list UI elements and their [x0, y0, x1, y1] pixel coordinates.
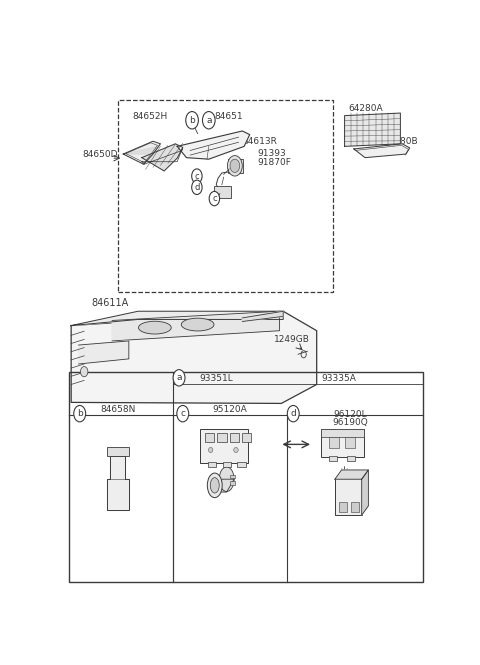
Text: c: c: [194, 172, 199, 181]
Bar: [329, 456, 337, 461]
Text: 84650D: 84650D: [83, 150, 118, 159]
Bar: [339, 501, 347, 512]
Ellipse shape: [81, 366, 88, 377]
Ellipse shape: [208, 448, 213, 453]
Bar: [208, 462, 216, 467]
Text: 96190Q: 96190Q: [332, 418, 368, 427]
Circle shape: [288, 406, 299, 422]
Bar: [223, 462, 231, 467]
Text: 84652H: 84652H: [132, 112, 168, 121]
Text: 1249GB: 1249GB: [274, 334, 310, 344]
Ellipse shape: [207, 473, 222, 497]
Polygon shape: [177, 131, 250, 159]
Text: d: d: [194, 183, 200, 192]
Text: a: a: [176, 373, 182, 382]
Text: 64280B: 64280B: [384, 138, 418, 146]
Text: 64280A: 64280A: [348, 104, 383, 113]
Bar: [214, 186, 231, 198]
Bar: [230, 481, 235, 485]
Text: 96120L: 96120L: [333, 410, 367, 419]
Bar: [321, 430, 364, 458]
Circle shape: [74, 406, 85, 422]
Ellipse shape: [219, 467, 234, 491]
Polygon shape: [71, 311, 317, 404]
Polygon shape: [79, 341, 129, 364]
Polygon shape: [242, 311, 283, 321]
Circle shape: [192, 169, 202, 184]
Bar: [118, 100, 334, 293]
Ellipse shape: [234, 448, 238, 453]
Polygon shape: [123, 141, 160, 164]
Polygon shape: [142, 144, 183, 171]
Text: 84651: 84651: [215, 112, 243, 121]
Polygon shape: [335, 470, 368, 479]
Bar: [69, 372, 423, 582]
Ellipse shape: [139, 321, 171, 334]
Bar: [217, 433, 227, 442]
Bar: [205, 433, 215, 442]
Text: 84613R: 84613R: [242, 138, 277, 146]
Bar: [228, 159, 243, 173]
Bar: [238, 462, 246, 467]
Text: d: d: [290, 409, 296, 418]
Bar: [242, 433, 251, 442]
Polygon shape: [215, 479, 234, 492]
Text: c: c: [212, 194, 216, 203]
Text: 93351L: 93351L: [199, 374, 233, 383]
Polygon shape: [107, 456, 129, 510]
Circle shape: [177, 406, 189, 422]
Text: 91393: 91393: [257, 149, 286, 158]
Bar: [107, 447, 129, 456]
Bar: [321, 430, 364, 437]
Text: c: c: [180, 409, 185, 418]
Polygon shape: [71, 311, 283, 326]
Circle shape: [203, 112, 215, 129]
Text: b: b: [189, 116, 195, 125]
Bar: [200, 430, 248, 463]
Text: 91870F: 91870F: [257, 158, 291, 167]
Circle shape: [209, 192, 219, 205]
Ellipse shape: [210, 477, 219, 493]
Bar: [347, 456, 355, 461]
Ellipse shape: [181, 318, 214, 331]
Polygon shape: [362, 470, 368, 515]
Bar: [329, 437, 339, 448]
Polygon shape: [112, 311, 279, 341]
Text: 95120A: 95120A: [212, 405, 247, 414]
Text: 84658N: 84658N: [100, 405, 135, 414]
Circle shape: [186, 112, 198, 129]
Ellipse shape: [230, 159, 240, 172]
Polygon shape: [123, 144, 160, 154]
Bar: [335, 479, 362, 515]
Bar: [229, 433, 239, 442]
Bar: [230, 475, 235, 478]
Text: a: a: [206, 116, 212, 125]
Text: 93335A: 93335A: [322, 374, 357, 383]
Ellipse shape: [228, 156, 242, 176]
Text: 84611A: 84611A: [92, 298, 129, 308]
Circle shape: [173, 370, 185, 386]
Polygon shape: [354, 144, 410, 158]
Circle shape: [192, 180, 202, 194]
Polygon shape: [345, 113, 400, 146]
Text: b: b: [77, 409, 83, 418]
Bar: [351, 501, 359, 512]
Bar: [345, 437, 355, 448]
